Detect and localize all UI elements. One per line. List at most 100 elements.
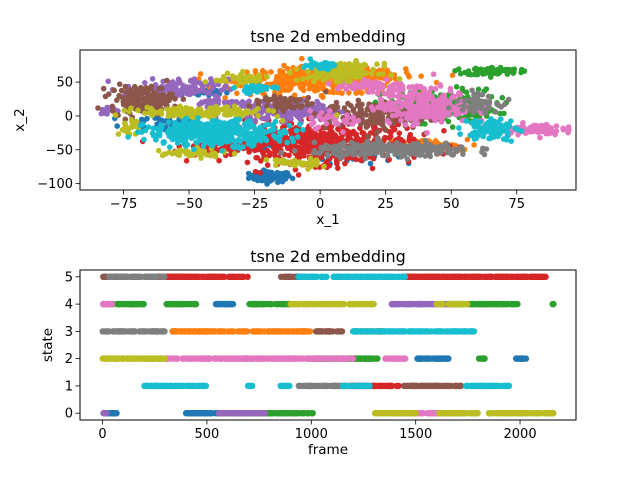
point [251, 176, 257, 182]
point [216, 77, 223, 84]
point [387, 84, 393, 90]
point [265, 121, 272, 128]
point [403, 121, 409, 128]
point [323, 89, 329, 95]
point [285, 87, 291, 93]
point [252, 76, 259, 82]
point [264, 114, 271, 120]
y-tick-label: 50 [56, 76, 73, 91]
point [266, 152, 273, 159]
point [386, 135, 392, 141]
point [458, 144, 465, 150]
point [512, 125, 518, 131]
point [433, 101, 440, 107]
point [363, 124, 370, 130]
point [234, 120, 240, 126]
point [300, 127, 306, 133]
point [482, 110, 488, 117]
point [502, 66, 509, 73]
point [169, 131, 175, 137]
point [164, 77, 170, 84]
point [357, 73, 364, 80]
point [282, 300, 289, 308]
point [100, 85, 107, 92]
point [471, 142, 477, 148]
point [414, 83, 420, 89]
point [198, 99, 205, 106]
point [228, 134, 235, 141]
point [435, 110, 442, 117]
point [456, 90, 462, 96]
point [227, 328, 234, 335]
point [292, 162, 298, 169]
point [357, 105, 364, 112]
point [300, 139, 306, 145]
point [236, 74, 243, 81]
point [122, 96, 129, 102]
point [391, 82, 398, 88]
point [293, 410, 300, 417]
point [263, 156, 270, 163]
axes-background [80, 270, 576, 420]
point [261, 170, 268, 176]
point [479, 91, 486, 98]
point [387, 148, 394, 154]
point [493, 127, 499, 134]
point [169, 150, 176, 157]
point [138, 129, 145, 135]
point [312, 85, 319, 91]
point [513, 355, 520, 362]
point [245, 170, 252, 177]
point [206, 410, 213, 417]
point [289, 175, 296, 182]
point [196, 130, 202, 137]
point [296, 115, 303, 122]
point [392, 149, 399, 155]
point [255, 83, 262, 89]
point [384, 118, 391, 124]
point [258, 138, 264, 144]
point [286, 152, 292, 159]
point [177, 103, 183, 110]
point [131, 123, 137, 129]
point [225, 99, 232, 106]
point [232, 139, 239, 145]
point [169, 300, 176, 308]
point [360, 78, 367, 85]
point [252, 117, 258, 124]
point [289, 109, 295, 116]
point [424, 90, 430, 96]
point [186, 84, 193, 90]
point [281, 410, 288, 417]
point [163, 300, 170, 308]
point [317, 81, 324, 88]
point [324, 153, 331, 159]
point [485, 101, 492, 108]
point [203, 273, 211, 280]
point [437, 83, 444, 89]
point [116, 81, 123, 87]
point [382, 134, 388, 141]
point [264, 162, 271, 168]
point [281, 73, 288, 80]
x-axis-label: x_1 [316, 212, 339, 228]
point [365, 133, 371, 139]
point [119, 127, 126, 133]
point [334, 160, 340, 166]
point [393, 99, 399, 106]
point [428, 93, 435, 100]
point [260, 150, 267, 157]
point [276, 410, 284, 417]
point [425, 150, 431, 157]
point [191, 146, 197, 153]
point [344, 78, 350, 84]
point [216, 157, 222, 164]
point [418, 73, 425, 79]
point [422, 121, 428, 127]
point [142, 80, 148, 86]
point [353, 90, 359, 96]
point [254, 97, 260, 104]
point [230, 75, 237, 82]
point [333, 78, 340, 85]
